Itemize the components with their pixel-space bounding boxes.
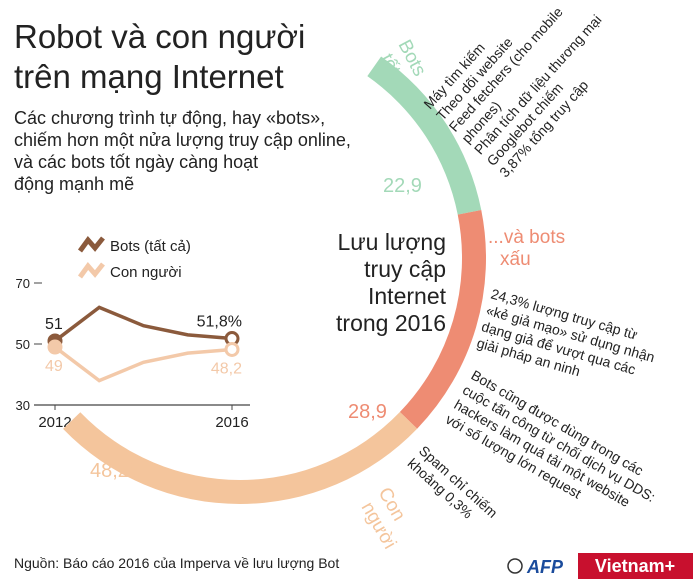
- value-label: 48,2: [211, 360, 242, 377]
- arc-segment: [399, 209, 486, 429]
- subtitle: và các bots tốt ngày càng hoạt: [14, 152, 258, 172]
- legend-label: Bots (tất cả): [110, 238, 191, 255]
- y-tick-label: 50: [16, 337, 30, 352]
- legend-label: Con người: [110, 264, 182, 281]
- brand-logo: Vietnam+: [595, 556, 675, 576]
- legend-swatch: [77, 235, 105, 253]
- subtitle: chiếm hơn một nửa lượng truy cập online,: [14, 130, 351, 150]
- value-label: 51: [45, 316, 63, 333]
- arc-segment: [367, 56, 482, 215]
- center-label: truy cập: [364, 256, 446, 282]
- source: Nguồn: Báo cáo 2016 của Imperva về lưu l…: [14, 555, 339, 571]
- brand-box: [578, 553, 693, 579]
- y-tick-label: 70: [16, 276, 30, 291]
- title: Robot và con người: [14, 18, 305, 55]
- point: [224, 341, 240, 357]
- center-label: trong 2016: [336, 310, 446, 336]
- x-tick-label: 2012: [38, 414, 71, 431]
- line: [53, 305, 233, 343]
- y-tick-label: 30: [16, 398, 30, 413]
- center-label: Lưu lượng: [337, 229, 446, 255]
- x-tick-label: 2016: [215, 414, 248, 431]
- value-label: 22,9: [383, 175, 422, 197]
- category-label-line: ...và bots: [488, 227, 565, 248]
- line: [53, 345, 233, 383]
- arc-segment: [63, 412, 418, 504]
- value-label: 49: [45, 358, 63, 375]
- value-label: 51,8%: [197, 314, 242, 331]
- category-label-line: xấu: [500, 249, 531, 270]
- agency-logo: AFP: [526, 557, 564, 577]
- center-label: Internet: [368, 283, 447, 309]
- title: trên mạng Internet: [14, 58, 284, 95]
- logo-mark: [507, 558, 523, 574]
- value-label: 48,2%: [90, 460, 147, 482]
- subtitle: Các chương trình tự động, hay «bots»,: [14, 108, 325, 128]
- value-label: 28,9: [348, 401, 387, 423]
- subtitle: động mạnh mẽ: [14, 174, 134, 194]
- point: [47, 339, 63, 355]
- legend-swatch: [77, 261, 105, 279]
